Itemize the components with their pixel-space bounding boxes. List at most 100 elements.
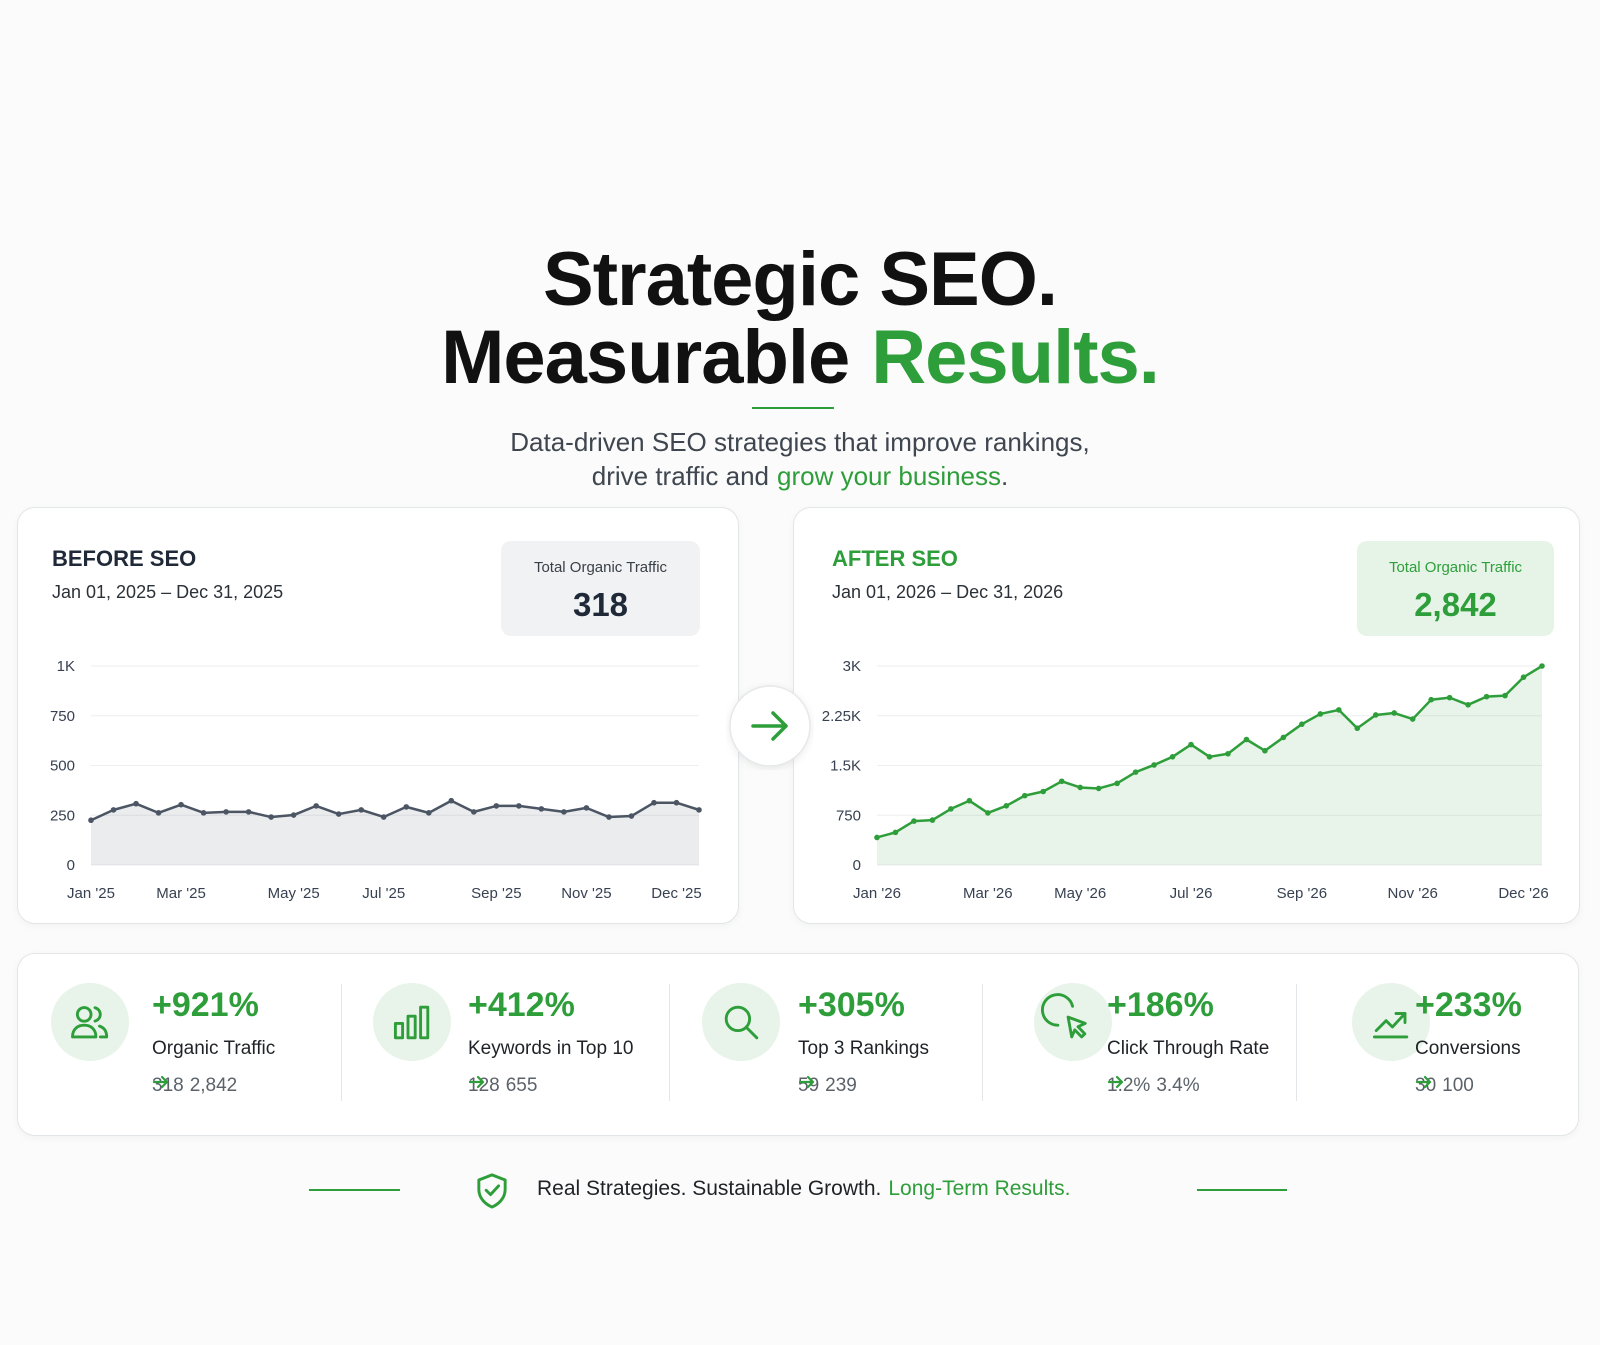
- point: [892, 829, 899, 836]
- icon-glyph: [1372, 1012, 1409, 1039]
- stat-to: 239: [825, 1075, 857, 1096]
- stat-change: 59 239: [798, 1075, 857, 1097]
- icon-glyph: [71, 1006, 109, 1039]
- stat-to: 3.4%: [1156, 1075, 1200, 1096]
- line: [90, 799, 700, 822]
- x-tick-label: Jan '26: [853, 885, 901, 902]
- icon-bg: [373, 983, 451, 1061]
- point: [1077, 784, 1083, 791]
- point: [1520, 674, 1527, 681]
- point: [1354, 725, 1361, 732]
- stat-value: +233%: [1415, 986, 1522, 1024]
- point: [133, 800, 139, 807]
- subtitle-line: Data-driven SEO strategies that improve …: [510, 427, 1090, 457]
- x-tick-label: May '26: [1054, 885, 1106, 902]
- stat-change: 30 100: [1415, 1075, 1474, 1097]
- point: [1336, 707, 1342, 713]
- point: [911, 818, 917, 824]
- point: [1225, 750, 1231, 757]
- date-range: Jan 01, 2026 – Dec 31, 2026: [832, 582, 1064, 602]
- stat-from: 318: [152, 1075, 184, 1096]
- chart: 0 750 1.5K 2.25K 3K Jan '26 Mar '26 May '26 Jul …: [822, 658, 1549, 902]
- stat-value: +921%: [152, 986, 259, 1024]
- y-tick-label: 500: [50, 758, 75, 775]
- card-title: BEFORE SEO: [52, 546, 197, 571]
- point: [948, 806, 954, 812]
- subtitle-highlight: grow your business: [777, 461, 1002, 491]
- stat-to: 100: [1442, 1075, 1474, 1096]
- footer-text-b: Long-Term Results.: [888, 1177, 1071, 1200]
- icon-part: [1066, 1015, 1087, 1039]
- arrow-shape: [798, 1075, 815, 1089]
- point: [290, 812, 297, 818]
- total-label: Total Organic Traffic: [533, 559, 668, 576]
- x-tick-label: Dec '25: [651, 885, 701, 902]
- point: [516, 803, 522, 809]
- x-tick-label: Mar '26: [963, 885, 1013, 902]
- y-tick-label: 750: [836, 807, 861, 824]
- separator: [669, 984, 670, 1101]
- point: [1465, 702, 1471, 708]
- card-title: AFTER SEO: [832, 546, 958, 571]
- point: [606, 814, 612, 820]
- point: [1058, 778, 1065, 785]
- point: [88, 817, 94, 824]
- y-tick-label: 2.25K: [822, 708, 861, 725]
- area: [91, 800, 699, 865]
- before-card: 0 250 500 750 1K Jan '25 Mar '25 May '25 Jul '25…: [17, 507, 739, 924]
- icon-part: [419, 1005, 430, 1040]
- stat-from: 128: [468, 1075, 500, 1096]
- icon-bg: [1352, 983, 1430, 1061]
- stat-icon: [51, 983, 129, 1061]
- point: [628, 813, 635, 819]
- point: [245, 809, 252, 815]
- title-text: Measurable: [441, 315, 850, 400]
- stat-change: 1.2% 3.4%: [1107, 1075, 1200, 1097]
- stat-change: 128 655: [468, 1075, 537, 1097]
- point: [1391, 710, 1398, 716]
- point: [471, 809, 477, 815]
- point: [380, 814, 387, 820]
- point: [651, 799, 657, 806]
- point: [1114, 780, 1120, 787]
- title-highlight: Results.: [871, 315, 1160, 400]
- point: [1409, 716, 1416, 722]
- point: [223, 809, 229, 815]
- footer-line: [309, 1189, 400, 1191]
- transition-arrow: [729, 685, 811, 767]
- point: [1299, 721, 1305, 727]
- point: [583, 805, 590, 811]
- subtitle-text: .: [1001, 461, 1009, 491]
- change-arrow: [798, 1075, 815, 1089]
- stat-label: Click Through Rate: [1107, 1038, 1270, 1059]
- change-arrow: [468, 1075, 485, 1089]
- y-tick-label: 0: [67, 857, 75, 874]
- point: [493, 803, 500, 809]
- stat-value: +412%: [468, 986, 575, 1024]
- total-label: Total Organic Traffic: [1388, 559, 1523, 576]
- point: [1280, 734, 1287, 741]
- point: [1372, 712, 1379, 718]
- footer-text: Real Strategies. Sustainable Growth. Long…: [537, 1177, 1070, 1201]
- x-tick-label: Sep '26: [1277, 885, 1327, 902]
- point: [1169, 754, 1176, 760]
- point: [155, 810, 162, 816]
- stat-change: 318 2,842: [152, 1075, 237, 1097]
- point: [1132, 769, 1139, 775]
- total-value: 318: [572, 586, 629, 623]
- point: [1243, 736, 1250, 743]
- stat-from: 1.2%: [1107, 1075, 1151, 1096]
- separator: [341, 984, 342, 1101]
- point: [1151, 762, 1157, 768]
- x-tick-label: Jan '25: [67, 885, 115, 902]
- stat-to: 2,842: [189, 1075, 238, 1096]
- y-tick-label: 250: [50, 807, 75, 824]
- point: [1428, 696, 1434, 703]
- stat-label: Conversions: [1415, 1038, 1521, 1059]
- total-box: Total Organic Traffic 2,842: [1357, 541, 1554, 636]
- arrow-shape: [152, 1075, 169, 1089]
- point: [425, 810, 432, 816]
- title-line: Measurable Results.: [0, 314, 1600, 401]
- icon-bg: [51, 983, 129, 1061]
- stat-icon: [702, 983, 780, 1061]
